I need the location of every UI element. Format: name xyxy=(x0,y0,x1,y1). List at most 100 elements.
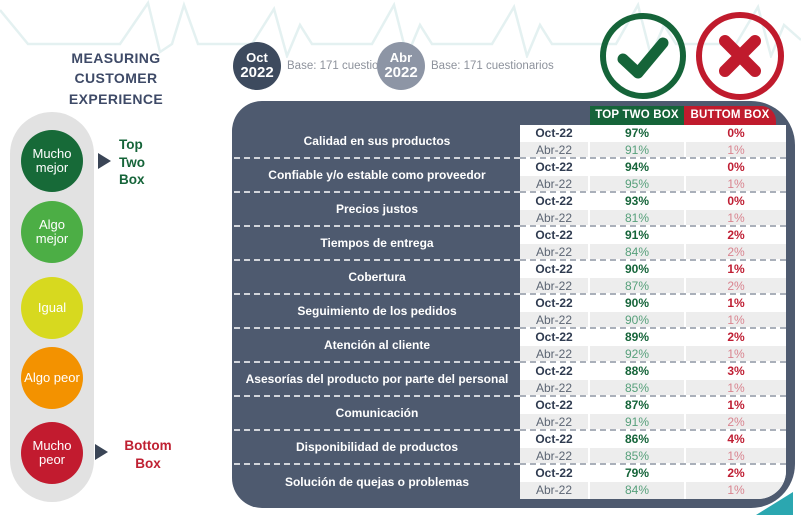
scale-item-algo-mejor: Algo mejor xyxy=(21,201,83,263)
row-period: Oct-22 xyxy=(520,261,588,278)
table-row: Abr-22 91% 1% xyxy=(520,142,786,159)
bottom-box-value: 1% xyxy=(686,142,786,157)
row-period: Abr-22 xyxy=(520,278,588,293)
table-row: Oct-22 90% 1% xyxy=(520,261,786,278)
wave-year: 2022 xyxy=(384,63,418,81)
table-row-group: Oct-22 91% 2% Abr-22 84% 2% xyxy=(520,227,786,261)
category-label: Solución de quejas o problemas xyxy=(284,475,470,489)
table-row-group: Oct-22 89% 2% Abr-22 92% 1% xyxy=(520,329,786,363)
table-row: Oct-22 93% 0% xyxy=(520,193,786,210)
top-two-box-value: 95% xyxy=(590,176,684,191)
wave-month: Oct xyxy=(246,50,268,66)
scale-item-label: Algo mejor xyxy=(35,216,69,246)
top-two-box-label: Top Two Box xyxy=(119,137,145,188)
top-two-box-value: 85% xyxy=(590,380,684,395)
table-row-group: Oct-22 90% 1% Abr-22 90% 1% xyxy=(520,295,786,329)
row-period: Oct-22 xyxy=(520,363,588,380)
top-two-box-value: 85% xyxy=(590,448,684,463)
scale-item-mucho-peor: Mucho peor xyxy=(21,422,83,484)
table-row: Abr-22 92% 1% xyxy=(520,346,786,363)
scale-item-mucho-mejor: Mucho mejor xyxy=(21,130,83,192)
row-period: Abr-22 xyxy=(520,210,588,225)
bottom-box-value: 1% xyxy=(686,312,786,327)
top-two-box-value: 92% xyxy=(590,346,684,361)
top-two-box-value: 87% xyxy=(590,278,684,293)
bottom-box-value: 2% xyxy=(686,414,786,429)
bottom-box-value: 1% xyxy=(686,176,786,191)
top-two-box-value: 84% xyxy=(590,482,684,499)
row-period: Oct-22 xyxy=(520,397,588,414)
category-label: Disponibilidad de productos xyxy=(234,431,520,465)
top-two-box-value: 93% xyxy=(590,193,684,210)
bottom-box-value: 2% xyxy=(686,244,786,259)
row-period: Oct-22 xyxy=(520,465,588,482)
top-two-box-value: 89% xyxy=(590,329,684,346)
top-two-box-value: 91% xyxy=(590,414,684,429)
top-two-box-value: 97% xyxy=(590,125,684,142)
table-row: Oct-22 86% 4% xyxy=(520,431,786,448)
category-label: Comunicación xyxy=(234,397,520,431)
bottom-box-value: 4% xyxy=(686,431,786,448)
table-row-group: Oct-22 88% 3% Abr-22 85% 1% xyxy=(520,363,786,397)
top-two-box-value: 81% xyxy=(590,210,684,225)
category-label: Atención al cliente xyxy=(234,329,520,363)
row-period: Oct-22 xyxy=(520,227,588,244)
category-label: Tiempos de entrega xyxy=(234,227,520,261)
top-two-box-value: 90% xyxy=(590,261,684,278)
check-circle-icon xyxy=(600,13,686,99)
bottom-box-value: 1% xyxy=(686,482,786,499)
bottom-box-value: 1% xyxy=(686,448,786,463)
values-table: Oct-22 97% 0% Abr-22 91% 1% Oct-22 94% 0… xyxy=(520,125,786,499)
row-period: Abr-22 xyxy=(520,448,588,463)
table-row-group: Oct-22 94% 0% Abr-22 95% 1% xyxy=(520,159,786,193)
table-row: Abr-22 85% 1% xyxy=(520,448,786,465)
bottom-box-value: 2% xyxy=(686,278,786,293)
arrow-right-icon xyxy=(95,444,108,460)
bottom-box-label: Bottom Box xyxy=(124,438,172,471)
table-row: Abr-22 87% 2% xyxy=(520,278,786,295)
bottom-box-value: 1% xyxy=(686,380,786,395)
top-two-box-value: 87% xyxy=(590,397,684,414)
arrow-right-icon xyxy=(98,153,111,169)
top-two-box-value: 94% xyxy=(590,159,684,176)
top-two-box-value: 84% xyxy=(590,244,684,259)
wave-badge-oct-2022: Oct 2022 xyxy=(233,42,281,90)
page-title: MEASURING CUSTOMER EXPERIENCE xyxy=(68,50,164,107)
category-label: Precios justos xyxy=(234,193,520,227)
top-two-box-value: 90% xyxy=(590,312,684,327)
table-row-group: Oct-22 90% 1% Abr-22 87% 2% xyxy=(520,261,786,295)
bottom-box-value: 1% xyxy=(686,295,786,312)
row-period: Abr-22 xyxy=(520,346,588,361)
table-row: Oct-22 87% 1% xyxy=(520,397,786,414)
table-row: Oct-22 91% 2% xyxy=(520,227,786,244)
table-row: Abr-22 84% 1% xyxy=(520,482,786,499)
scale-item-label: Algo peor xyxy=(24,369,80,385)
table-row-group: Oct-22 86% 4% Abr-22 85% 1% xyxy=(520,431,786,465)
table-row: Abr-22 95% 1% xyxy=(520,176,786,193)
table-row: Oct-22 89% 2% xyxy=(520,329,786,346)
table-row: Oct-22 79% 2% xyxy=(520,465,786,482)
bottom-box-value: 0% xyxy=(686,125,786,142)
table-row-group: Oct-22 87% 1% Abr-22 91% 2% xyxy=(520,397,786,431)
bottom-box-value: 1% xyxy=(686,397,786,414)
scale-item-label: Mucho peor xyxy=(32,437,72,467)
table-row-group: Oct-22 97% 0% Abr-22 91% 1% xyxy=(520,125,786,159)
table-row: Oct-22 97% 0% xyxy=(520,125,786,142)
scale-item-label: Mucho mejor xyxy=(32,145,72,175)
scale-item-igual: Igual xyxy=(21,277,83,339)
row-period: Oct-22 xyxy=(520,193,588,210)
column-header-buttom-box: BUTTOM BOX xyxy=(684,106,776,125)
table-row: Abr-22 84% 2% xyxy=(520,244,786,261)
bottom-box-value: 2% xyxy=(686,227,786,244)
bottom-box-value: 0% xyxy=(686,193,786,210)
category-label: Confiable y/o estable como proveedor xyxy=(234,159,520,193)
bottom-box-value: 2% xyxy=(686,465,786,482)
row-period: Oct-22 xyxy=(520,431,588,448)
bottom-box-value: 0% xyxy=(686,159,786,176)
row-period: Abr-22 xyxy=(520,380,588,395)
row-period: Oct-22 xyxy=(520,329,588,346)
scale-item-algo-peor: Algo peor xyxy=(21,347,83,409)
row-period: Abr-22 xyxy=(520,312,588,327)
wave-base-note: Base: 171 cuestionarios xyxy=(431,60,554,72)
table-row: Abr-22 81% 1% xyxy=(520,210,786,227)
